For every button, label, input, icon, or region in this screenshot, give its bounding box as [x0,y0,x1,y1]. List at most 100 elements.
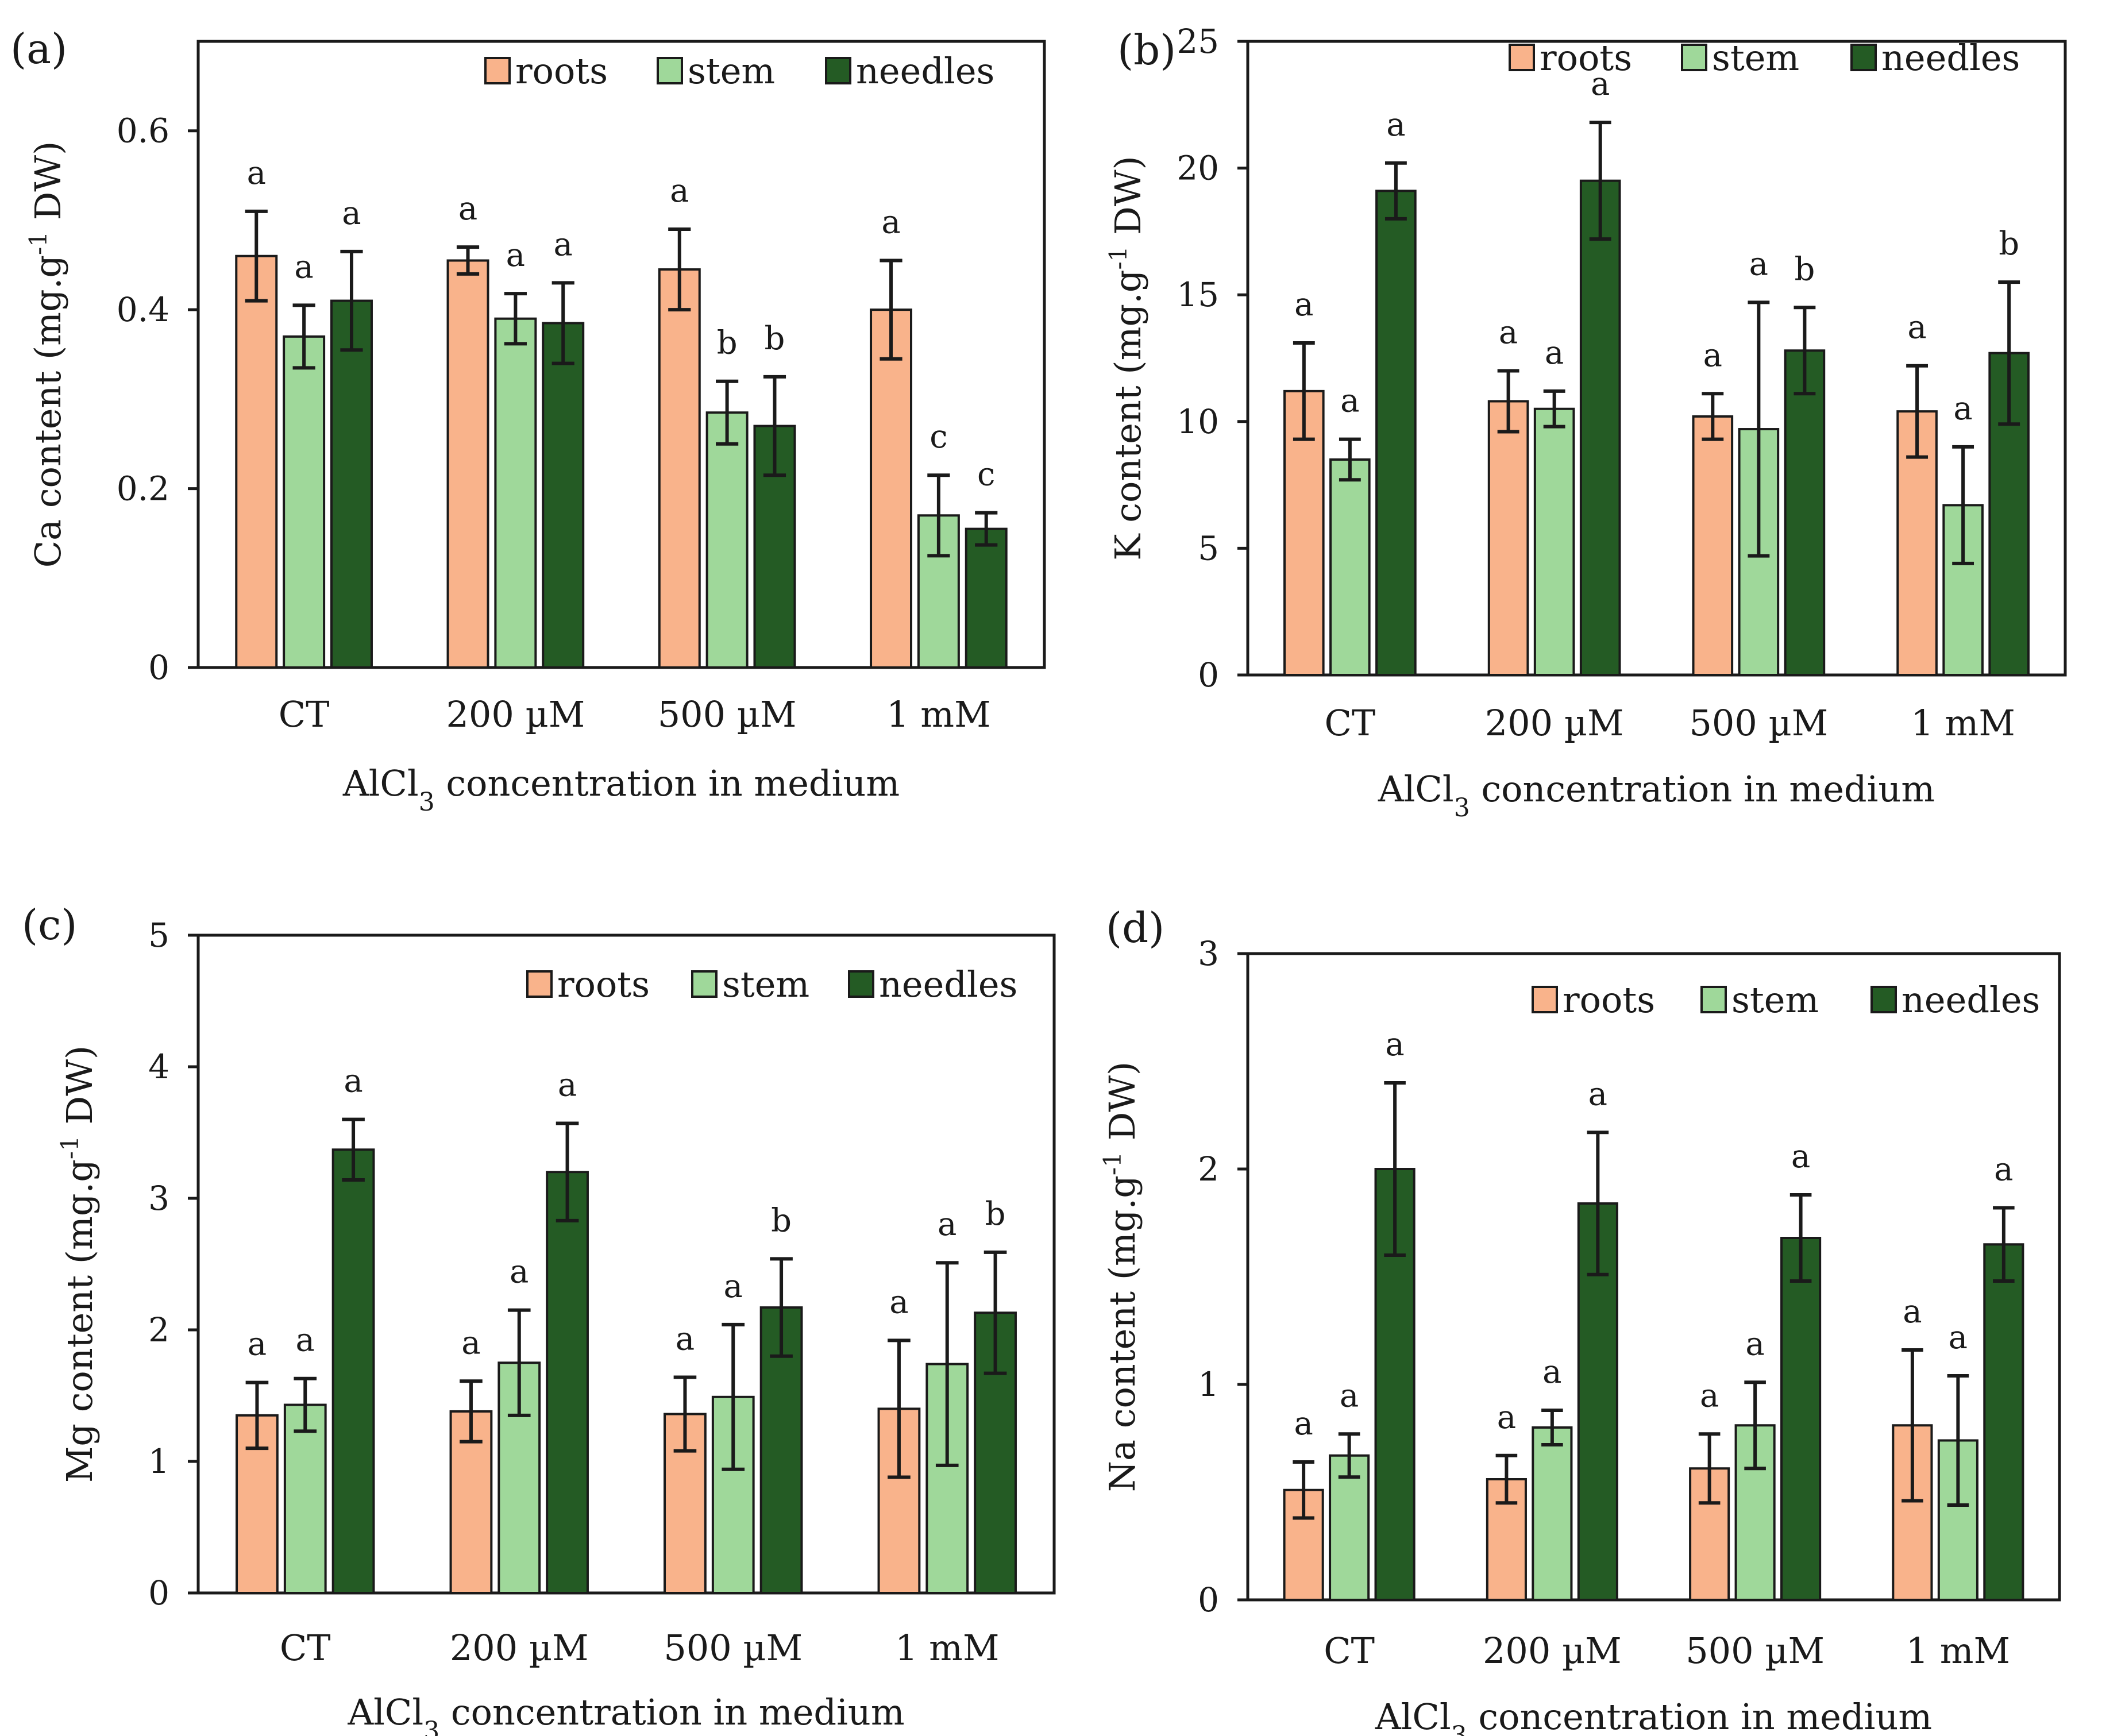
legend-swatch-needles [1870,986,1897,1013]
x-axis-title: AlCl3 concentration in medium [342,762,900,817]
x-axis-title-subscript: 3 [1454,793,1470,823]
bar-stem [1532,1426,1573,1601]
legend-swatch-roots [1532,986,1558,1013]
y-axis-title-text: Mg content (mg.g [59,1159,101,1483]
significance-label: a [558,1066,577,1104]
x-category-label: CT [1324,702,1375,744]
x-axis-title: AlCl3 concentration in medium [347,1691,904,1736]
panel-label: (d) [1106,904,1164,952]
x-category-label: CT [279,693,330,735]
significance-label: a [1497,1399,1516,1436]
y-tick-label: 5 [148,916,169,955]
y-axis-title-superscript: -1 [56,1136,84,1159]
significance-label: b [1794,250,1815,288]
legend-swatch-roots [1509,44,1535,71]
bar-needles [1784,349,1826,676]
significance-label: a [889,1283,908,1321]
significance-label: a [1340,1377,1359,1414]
significance-label: a [676,1320,695,1357]
legend-label-needles: needles [1881,37,2020,79]
x-category-label: 200 µM [450,1627,589,1669]
legend-label-needles: needles [856,50,994,92]
significance-label: a [1745,1325,1764,1363]
x-axis-title-text: concentration in medium [1470,768,1935,810]
plot-frame [1246,952,2061,1602]
y-tick-label: 0.2 [117,469,169,508]
bar-needles [1375,190,1417,677]
significance-label: a [1791,1138,1810,1175]
y-tick-label: 0.6 [117,111,169,151]
legend-swatch-stem [1681,44,1707,71]
x-axis-title-text: concentration in medium [435,762,900,804]
x-axis-title-subscript: 3 [1451,1721,1467,1736]
legend-label-stem: stem [688,50,775,92]
x-axis-title: AlCl3 concentration in medium [1375,1696,1932,1736]
x-axis-title: AlCl3 concentration in medium [1378,768,1935,823]
x-category-label: 500 µM [658,693,797,735]
y-axis-title-text: DW) [27,141,69,232]
y-axis-title-text: DW) [1107,156,1149,246]
y-axis-title-superscript: -1 [1104,246,1132,270]
legend-swatch-roots [526,970,553,998]
legend-label-roots: roots [1563,979,1655,1021]
significance-label: c [929,418,947,456]
y-axis-title-superscript: -1 [24,232,52,255]
y-axis-title: Na content (mg.g-1 DW) [1098,1062,1144,1492]
legend-swatch-roots [484,57,511,84]
significance-label: a [461,1324,480,1361]
x-axis-title-subscript: 3 [423,1716,439,1736]
x-category-label: 500 µM [1686,1630,1825,1672]
y-tick-label: 1 [148,1442,169,1481]
y-tick-label: 2 [1198,1149,1219,1189]
significance-label: a [938,1206,956,1243]
legend-swatch-needles [825,57,851,84]
y-tick-label: 0 [1198,655,1219,695]
legend-label-needles: needles [1902,979,2040,1021]
legend-label-stem: stem [722,963,809,1005]
panel-label: (a) [10,25,67,73]
y-axis-title-text: Ca content (mg.g [27,255,69,568]
x-axis-title-subscript: 3 [419,788,435,817]
bar-needles [1983,1243,2024,1601]
significance-label: a [1588,1075,1607,1113]
significance-label: b [771,1202,792,1239]
x-category-label: CT [1324,1630,1375,1672]
y-tick-label: 10 [1177,402,1219,441]
x-category-label: 500 µM [664,1627,803,1669]
y-axis-title: K content (mg.g-1 DW) [1104,156,1150,561]
y-tick-label: 15 [1177,275,1219,314]
significance-label: a [1340,383,1359,420]
legend-swatch-needles [1850,44,1877,71]
significance-label: a [724,1268,743,1305]
y-axis-title-text: DW) [59,1046,101,1136]
plot-frame [196,933,1056,1595]
significance-label: a [1749,245,1768,283]
significance-label: b [985,1195,1006,1233]
bar-stem [711,1395,755,1595]
bar-needles [965,527,1008,669]
significance-label: a [248,1326,267,1363]
x-axis-title-text: concentration in medium [439,1691,904,1733]
x-category-label: 1 mM [1906,1630,2010,1672]
y-tick-label: 2 [148,1310,169,1349]
bar-needles [330,299,373,669]
plot-frame [1246,40,2067,677]
y-axis-title-text: Na content (mg.g [1101,1175,1143,1492]
significance-label: a [458,190,477,227]
significance-label: a [510,1253,529,1291]
legend-label-stem: stem [1731,979,1819,1021]
significance-label: a [247,155,266,192]
y-tick-label: 1 [1198,1365,1219,1404]
y-tick-label: 25 [1177,22,1219,61]
y-axis-title-text: DW) [1101,1062,1143,1152]
significance-label: b [765,320,785,357]
x-axis-title-text: AlCl [342,762,419,804]
x-category-label: 200 µM [446,693,585,735]
legend-label-needles: needles [879,963,1017,1005]
y-tick-label: 4 [148,1047,169,1086]
y-tick-label: 0.4 [117,290,169,329]
